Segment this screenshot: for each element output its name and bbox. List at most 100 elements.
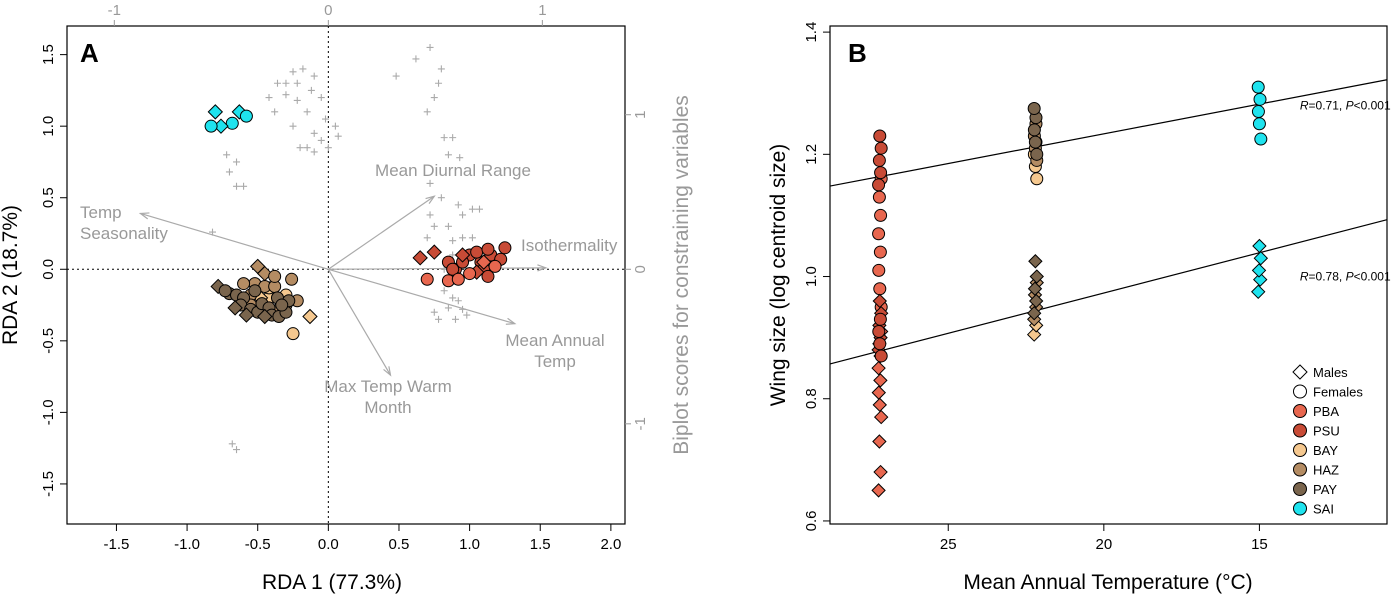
site-point-male-bay	[302, 308, 318, 325]
panel-a-y-tick-label: 0.0	[40, 259, 57, 280]
panel-a-right-tick-label: 0	[632, 265, 649, 273]
legend-entry-label: PSU	[1313, 424, 1340, 439]
legend-swatch-bay	[1293, 443, 1307, 457]
biplot-arrow-label: Temp	[534, 352, 576, 371]
species-score-cross	[240, 182, 248, 190]
panel-b-plot-frame	[829, 25, 1388, 525]
legend-swatch-psu	[1293, 423, 1307, 438]
wing-point-female-sai	[1251, 105, 1265, 119]
species-score-cross	[289, 68, 297, 76]
panel-a-y-tick-label: -1.5	[40, 471, 57, 497]
wing-point-male-sai	[1252, 238, 1267, 254]
panel-a-top-tick-label: -1	[108, 2, 121, 19]
species-score-cross	[444, 151, 452, 159]
wing-point-male-pay	[1028, 293, 1044, 309]
wing-point-female-psu	[873, 312, 887, 326]
wing-point-male-pba	[871, 483, 886, 498]
species-score-cross	[423, 108, 431, 116]
species-score-cross	[412, 55, 420, 63]
site-point-female-pba	[463, 267, 477, 281]
panel-a-x-tick-label: 2.0	[600, 536, 621, 553]
site-point-female-psu	[446, 262, 460, 276]
species-score-cross	[334, 132, 342, 140]
species-score-cross	[233, 182, 241, 190]
wing-point-male-pay	[1026, 305, 1042, 321]
species-score-cross	[310, 148, 318, 156]
wing-point-male-sai	[1251, 263, 1267, 278]
site-point-female-sai	[225, 116, 239, 130]
wing-point-female-sai	[1251, 80, 1265, 94]
biplot-arrow-head	[383, 366, 392, 377]
wing-point-male-sai	[1253, 250, 1269, 266]
species-score-cross	[456, 154, 464, 162]
legend-swatch-pay	[1293, 482, 1307, 496]
legend-swatch-haz	[1293, 462, 1307, 477]
wing-point-female-pba	[873, 282, 887, 296]
wing-point-male-pba	[873, 409, 889, 425]
wing-point-female-pay	[1027, 123, 1041, 137]
wing-point-female-pay	[1027, 101, 1041, 115]
legend-swatch-pba	[1293, 404, 1307, 418]
species-score-cross	[228, 440, 236, 448]
wing-point-male-pba	[872, 397, 887, 413]
panel-b-wing-size: B R=0.71, P<0.001 R=0.78, P<0.001 25 20 15 0…	[767, 22, 1391, 594]
species-score-cross	[426, 43, 434, 51]
biplot-arrow-label: Temp	[80, 203, 122, 222]
biplot-arrow	[327, 268, 392, 376]
site-point-female-psu	[481, 269, 495, 283]
species-score-cross	[265, 94, 273, 102]
wing-point-female-psu	[873, 129, 887, 143]
panel-a-right-tick-label: 1	[632, 111, 649, 119]
species-score-cross	[303, 108, 311, 116]
species-score-cross	[440, 287, 448, 295]
biplot-arrow	[328, 267, 546, 270]
species-score-cross	[451, 315, 459, 323]
wing-point-female-bay	[1030, 172, 1044, 186]
species-score-cross	[282, 79, 290, 87]
legend-entry-label: HAZ	[1313, 463, 1339, 478]
wing-point-female-pba	[874, 208, 888, 222]
site-point-male-psu	[454, 247, 471, 263]
site-point-female-psu	[498, 241, 512, 255]
panel-a-top-tick-label: 0	[324, 2, 332, 19]
site-point-female-haz	[285, 272, 299, 286]
site-point-female-psu	[470, 245, 484, 259]
species-score-cross	[225, 168, 233, 176]
site-point-female-sai	[204, 119, 218, 133]
wing-point-female-pba	[872, 227, 886, 241]
wing-point-female-pay	[1028, 135, 1042, 149]
species-score-cross	[324, 144, 332, 152]
site-point-female-psu	[481, 242, 495, 256]
panel-a-y-tick-label: 1.5	[40, 44, 57, 65]
species-score-cross	[392, 72, 400, 80]
species-score-cross	[449, 237, 457, 245]
panel-b-x-tick-label: 20	[1095, 536, 1112, 553]
species-score-cross	[271, 108, 279, 116]
biplot-arrow-head	[425, 195, 436, 204]
regression-line	[829, 79, 1388, 187]
species-score-cross	[289, 122, 297, 130]
wing-point-male-pba	[871, 385, 886, 400]
species-score-cross	[331, 122, 339, 130]
panel-a-y-tick-label: -1.0	[40, 399, 57, 425]
species-score-cross	[435, 315, 443, 323]
species-score-cross	[299, 65, 307, 73]
species-score-cross	[454, 297, 462, 305]
panel-a-plot-frame	[66, 25, 626, 525]
wing-point-male-sai	[1253, 272, 1268, 287]
panel-a-rda-biplot: A Temp Seasonality Mean Diurnal Range Isoth…	[0, 2, 693, 594]
wing-point-male-pay	[1029, 269, 1044, 284]
species-score-cross	[223, 151, 231, 159]
site-point-female-pba	[488, 259, 502, 273]
species-score-cross	[440, 134, 448, 142]
wing-point-female-psu	[873, 337, 887, 351]
panel-a-x-tick-label: 1.0	[459, 536, 480, 553]
species-score-cross	[435, 79, 443, 87]
species-score-cross	[463, 311, 471, 319]
wing-point-female-pba	[872, 190, 886, 204]
wing-point-female-psu	[874, 141, 888, 155]
species-score-cross	[444, 222, 452, 230]
panel-a-x-axis-title: RDA 1 (77.3%)	[262, 571, 402, 594]
biplot-arrow-label: Month	[364, 398, 411, 417]
site-point-female-haz	[268, 269, 282, 283]
